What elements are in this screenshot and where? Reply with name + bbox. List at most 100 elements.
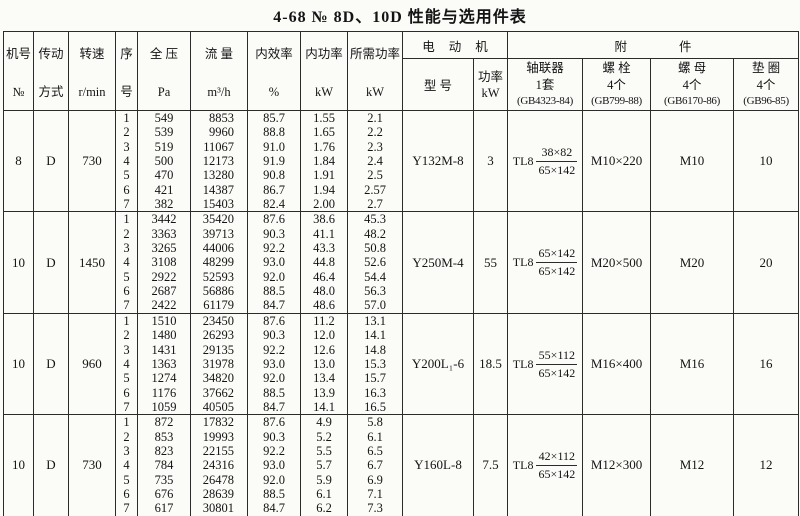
fraction-numerator: 42×112 xyxy=(536,449,578,466)
internal-efficiency-list: 87.6 90.3 92.2 93.0 92.0 88.5 84.7 xyxy=(247,312,301,416)
fraction-numerator: 65×142 xyxy=(536,246,578,264)
internal-efficiency-list: 87.6 90.3 92.2 93.0 92.0 88.5 84.7 xyxy=(247,211,301,314)
coupling-model-prefix: TL8 xyxy=(512,153,534,168)
col-header-speed: 转速 r/min xyxy=(68,31,116,111)
motor-model-cell: Y200L₁-6 xyxy=(402,312,474,416)
coupling-cell: TL8 38×82 65×142 xyxy=(507,109,584,213)
fraction-numerator: 55×112 xyxy=(536,348,578,365)
header-line: 功率 xyxy=(478,69,504,84)
header-line: Pa xyxy=(157,85,171,99)
fraction-denominator: 65×142 xyxy=(538,365,576,380)
header-line: kW xyxy=(481,85,500,100)
coupling-size-fraction: 42×112 65×142 xyxy=(536,449,578,482)
drive-mode-cell: D xyxy=(33,109,69,213)
fraction-denominator: 65×142 xyxy=(538,466,576,481)
drive-mode-cell: D xyxy=(33,312,69,416)
total-pressure-list: 1510 1480 1431 1363 1274 1176 1059 xyxy=(137,312,191,416)
header-line: r/min xyxy=(78,85,106,99)
header-line: 转速 xyxy=(79,47,105,61)
flow-rate-list: 35420 39713 44006 48299 52593 56886 6117… xyxy=(190,211,248,314)
header-text: 传动 方式 xyxy=(35,33,68,110)
motor-model-cell: Y132M-8 xyxy=(402,109,474,213)
washer-cell: 12 xyxy=(733,414,800,516)
required-power-list: 2.1 2.2 2.3 2.4 2.5 2.57 2.7 xyxy=(347,109,403,213)
header-text: 内效率 % xyxy=(249,33,300,110)
header-line: 内功率 xyxy=(305,47,343,61)
washer-cell: 16 xyxy=(733,312,800,416)
fan-performance-table: 机号 № 传动 方式 转速 r/min xyxy=(3,31,800,516)
header-line: 螺 母 xyxy=(677,61,707,76)
header-text: 内功率 kW xyxy=(302,33,347,110)
header-line: 所需功率 xyxy=(349,47,400,61)
coupling-model-prefix: TL8 xyxy=(512,356,534,371)
speed-cell: 1450 xyxy=(68,211,116,314)
col-header-internal-efficiency: 内效率 % xyxy=(247,31,301,111)
header-text: 螺 栓 4个 (GB799-88) xyxy=(584,60,650,110)
washer-cell: 20 xyxy=(733,211,800,314)
seq-no-list: 1 2 3 4 5 6 7 xyxy=(115,211,138,314)
col-header-bolt: 螺 栓 4个 (GB799-88) xyxy=(582,58,652,111)
motor-power-cell: 55 xyxy=(472,211,509,314)
col-header-nut: 螺 母 4个 (GB6170-86) xyxy=(650,58,735,111)
nut-cell: M12 xyxy=(650,414,735,516)
seq-no-list: 1 2 3 4 5 6 7 xyxy=(115,414,138,516)
header-line: 轴联器 xyxy=(526,61,564,76)
nut-cell: M16 xyxy=(650,312,735,416)
flow-rate-list: 8853 9960 11067 12173 13280 14387 15403 xyxy=(190,109,248,213)
header-line: 螺 栓 xyxy=(602,61,631,76)
machine-no-cell: 8 xyxy=(3,109,34,213)
header-line: 内效率 xyxy=(255,47,293,61)
machine-no-cell: 10 xyxy=(3,414,34,516)
drive-mode-cell: D xyxy=(33,414,69,516)
machine-no-cell: 10 xyxy=(3,312,34,416)
header-line: 方式 xyxy=(38,85,64,99)
header-text: 全 压 Pa xyxy=(139,33,190,110)
header-text: 螺 母 4个 (GB6170-86) xyxy=(652,60,733,110)
coupling-model-prefix: TL8 xyxy=(512,457,534,472)
header-text: 轴联器 1套 (GB4323-84) xyxy=(509,60,582,110)
total-pressure-list: 549 539 519 500 470 421 382 xyxy=(137,109,191,213)
header-standard: (GB799-88) xyxy=(591,94,642,107)
coupling-model-prefix: TL8 xyxy=(512,255,534,270)
col-header-flow-rate: 流 量 m³/h xyxy=(190,31,248,111)
motor-power-cell: 3 xyxy=(472,109,509,213)
motor-model-cell: Y250M-4 xyxy=(402,211,474,314)
seq-no-list: 1 2 3 4 5 6 7 xyxy=(115,109,138,213)
fan-spec-block-row: 8 D 730 1 2 3 4 5 6 7 549 539 519 500 470 42… xyxy=(3,109,800,213)
speed-cell: 730 xyxy=(68,414,116,516)
coupling-size-fraction: 65×142 65×142 xyxy=(536,246,578,279)
total-pressure-list: 3442 3363 3265 3108 2922 2687 2422 xyxy=(137,211,191,314)
header-standard: (GB6170-86) xyxy=(664,94,720,107)
header-text: 流 量 m³/h xyxy=(192,33,247,110)
header-line: 垫 圈 xyxy=(751,61,781,76)
bolt-cell: M16×400 xyxy=(582,312,652,416)
speed-cell: 730 xyxy=(68,109,116,213)
col-header-motor-model: 型 号 xyxy=(402,58,474,111)
fraction-denominator: 65×142 xyxy=(538,264,576,279)
required-power-list: 13.1 14.1 14.8 15.3 15.7 16.3 16.5 xyxy=(347,312,403,416)
bolt-cell: M20×500 xyxy=(582,211,652,314)
flow-rate-list: 17832 19993 22155 24316 26478 28639 3080… xyxy=(190,414,248,516)
coupling-cell: TL8 55×112 65×142 xyxy=(507,312,584,416)
motor-power-cell: 7.5 xyxy=(472,414,509,516)
header-text: 垫 圈 4个 (GB96-85) xyxy=(735,60,798,110)
header-text: 所需功率 kW xyxy=(349,33,402,110)
header-line: 序 xyxy=(120,47,133,61)
coupling-size-fraction: 38×82 65×142 xyxy=(536,145,578,178)
nut-cell: M10 xyxy=(650,109,735,213)
fan-spec-block-row: 10 D 730 1 2 3 4 5 6 7 872 853 823 784 735 6… xyxy=(3,414,800,516)
internal-power-list: 38.6 41.1 43.3 44.8 46.4 48.0 48.6 xyxy=(300,211,348,314)
nut-cell: M20 xyxy=(650,211,735,314)
header-line: 4个 xyxy=(607,77,626,92)
table-body: 8 D 730 1 2 3 4 5 6 7 549 539 519 500 470 42… xyxy=(3,109,800,516)
internal-power-list: 1.55 1.65 1.76 1.84 1.91 1.94 2.00 xyxy=(300,109,348,213)
header-standard: (GB4323-84) xyxy=(517,94,573,107)
motor-model-cell: Y160L-8 xyxy=(402,414,474,516)
seq-no-list: 1 2 3 4 5 6 7 xyxy=(115,312,138,416)
col-group-motor: 电动机 xyxy=(401,31,509,59)
flow-rate-list: 23450 26293 29135 31978 34820 37662 4050… xyxy=(190,312,248,416)
header-line: 号 xyxy=(120,85,133,99)
header-line: 全 压 xyxy=(149,47,179,61)
coupling-size-fraction: 55×112 65×142 xyxy=(536,348,578,381)
coupling-cell: TL8 42×112 65×142 xyxy=(507,414,584,516)
